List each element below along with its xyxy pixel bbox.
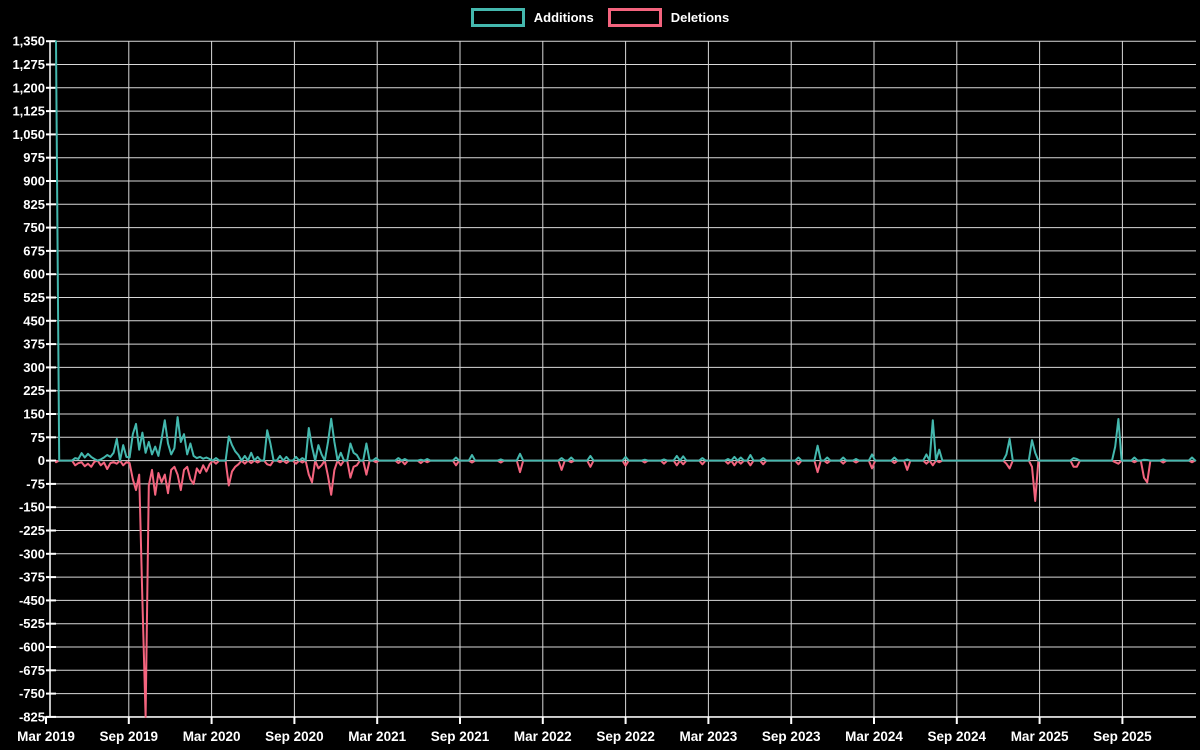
- y-axis-tick-label: 450: [23, 313, 45, 328]
- y-axis-tick-label: 375: [23, 337, 45, 352]
- x-axis-tick-label: Sep 2025: [1093, 729, 1152, 744]
- x-axis-tick-label: Mar 2023: [680, 729, 738, 744]
- y-axis-tick-label: 975: [23, 150, 45, 165]
- y-axis-tick-label: -300: [19, 546, 45, 561]
- y-axis-tick-label: -750: [19, 686, 45, 701]
- x-axis-tick-label: Sep 2020: [265, 729, 324, 744]
- y-axis-tick-label: -150: [19, 500, 45, 515]
- x-axis-tick-label: Mar 2021: [348, 729, 406, 744]
- y-axis-tick-label: 900: [23, 173, 45, 188]
- x-axis-tick-label: Mar 2024: [845, 729, 903, 744]
- chart-legend: Additions Deletions: [0, 8, 1200, 27]
- y-axis-tick-label: -225: [19, 523, 45, 538]
- y-axis-tick-label: 300: [23, 360, 45, 375]
- y-axis-tick-label: 1,350: [12, 34, 45, 49]
- y-axis-tick-label: -75: [26, 476, 45, 491]
- y-axis-tick-label: 675: [23, 243, 45, 258]
- x-axis-tick-label: Mar 2020: [183, 729, 241, 744]
- legend-item-deletions[interactable]: Deletions: [607, 8, 730, 27]
- y-axis-tick-label: -600: [19, 640, 45, 655]
- legend-item-additions[interactable]: Additions: [470, 8, 594, 27]
- y-axis-tick-label: 225: [23, 383, 45, 398]
- y-axis-tick-label: 1,275: [12, 57, 45, 72]
- y-axis-tick-label: 1,125: [12, 104, 45, 119]
- y-axis-tick-label: 75: [31, 430, 45, 445]
- legend-label: Deletions: [670, 10, 730, 25]
- legend-label: Additions: [533, 10, 594, 25]
- y-axis-tick-label: 0: [38, 453, 45, 468]
- x-axis-tick-label: Sep 2023: [762, 729, 821, 744]
- x-axis-tick-label: Mar 2019: [17, 729, 75, 744]
- x-axis-tick-label: Sep 2019: [100, 729, 159, 744]
- y-axis-tick-label: -375: [19, 570, 45, 585]
- x-axis-tick-label: Sep 2024: [928, 729, 987, 744]
- y-axis-tick-label: 150: [23, 406, 45, 421]
- y-axis-tick-label: 825: [23, 197, 45, 212]
- y-axis-tick-label: -675: [19, 663, 45, 678]
- y-axis-tick-label: 1,050: [12, 127, 45, 142]
- x-axis-tick-label: Mar 2025: [1011, 729, 1069, 744]
- y-axis-tick-label: 525: [23, 290, 45, 305]
- x-axis-tick-label: Sep 2021: [431, 729, 490, 744]
- x-axis-tick-label: Sep 2022: [596, 729, 655, 744]
- y-axis-tick-label: -450: [19, 593, 45, 608]
- additions-swatch-icon: [470, 8, 525, 27]
- additions-line: [55, 40, 1197, 462]
- y-axis-tick-label: -825: [19, 709, 45, 724]
- y-axis-tick-label: 750: [23, 220, 45, 235]
- deletions-swatch-icon: [607, 8, 662, 27]
- y-axis-tick-label: 1,200: [12, 80, 45, 95]
- x-axis-tick-label: Mar 2022: [514, 729, 572, 744]
- deletions-line: [55, 459, 1197, 718]
- y-axis-tick-label: -525: [19, 616, 45, 631]
- y-axis-tick-label: 600: [23, 267, 45, 282]
